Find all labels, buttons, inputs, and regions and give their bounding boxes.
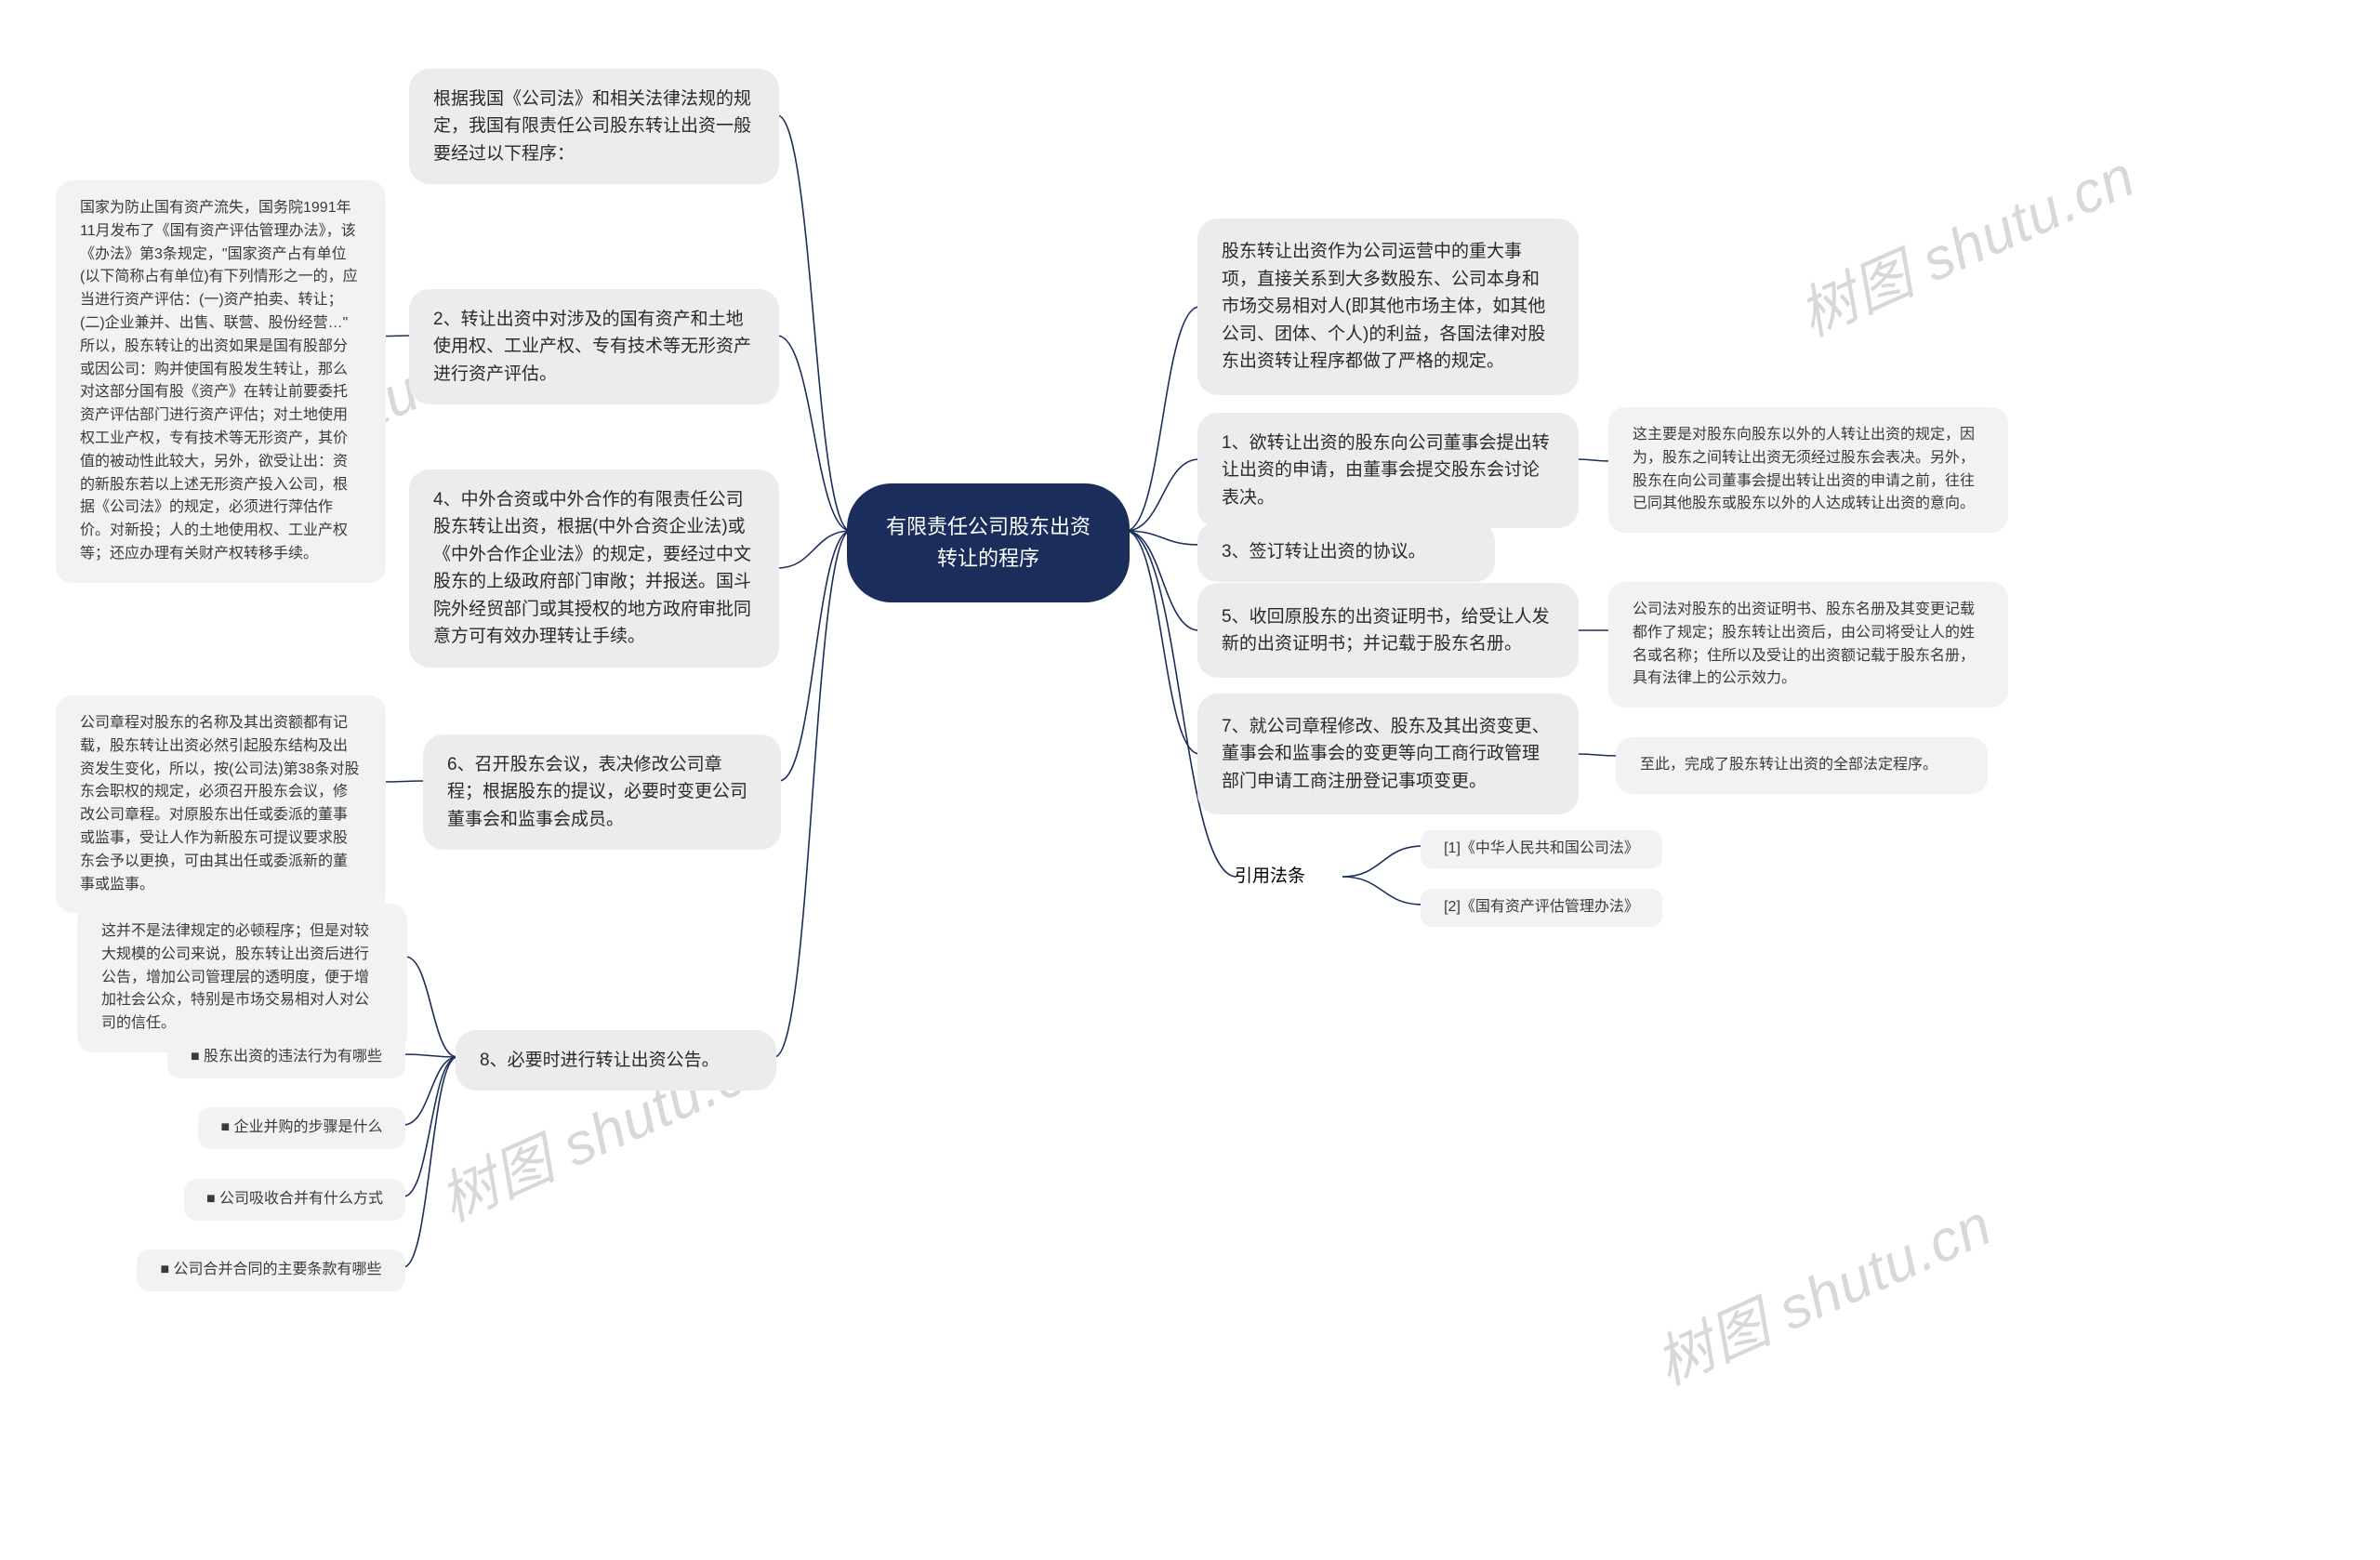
branch-node: 股东转让出资作为公司运营中的重大事项，直接关系到大多数股东、公司本身和市场交易相…	[1197, 218, 1579, 395]
branch-node: 7、就公司章程修改、股东及其出资变更、董事会和监事会的变更等向工商行政管理部门申…	[1197, 694, 1579, 814]
watermark: 树图 shutu.cn	[1640, 1178, 2003, 1400]
leaf-node: 这并不是法律规定的必顿程序；但是对较大规模的公司来说，股东转让出资后进行公告，增…	[77, 904, 407, 1052]
leaf-node: 公司章程对股东的名称及其出资额都有记载，股东转让出资必然引起股东结构及出资发生变…	[56, 695, 386, 913]
sub-bullet: ■ 公司合并合同的主要条款有哪些	[137, 1249, 405, 1291]
leaf-node: 至此，完成了股东转让出资的全部法定程序。	[1616, 737, 1988, 794]
mindmap-canvas: 树图 shutu.cn树图 shutu.cn树图 shutu.cn树图 shut…	[0, 0, 2380, 1560]
leaf-node: 国家为防止国有资产流失，国务院1991年11月发布了《国有资产评估管理办法》，该…	[56, 180, 386, 583]
branch-node: 引用法条	[1235, 859, 1346, 894]
branch-node: 5、收回原股东的出资证明书，给受让人发新的出资证明书；并记载于股东名册。	[1197, 583, 1579, 678]
sub-bullet: ■ 股东出资的违法行为有哪些	[167, 1037, 405, 1078]
law-reference: [1]《中华人民共和国公司法》	[1421, 830, 1662, 868]
law-reference: [2]《国有资产评估管理办法》	[1421, 889, 1662, 927]
root-node: 有限责任公司股东出资转让的程序	[847, 483, 1130, 602]
branch-node: 3、签订转让出资的协议。	[1197, 522, 1495, 582]
branch-node: 4、中外合资或中外合作的有限责任公司股东转让出资，根据(中外合资企业法)或《中外…	[409, 469, 779, 668]
sub-bullet: ■ 企业并购的步骤是什么	[198, 1107, 405, 1149]
watermark: 树图 shutu.cn	[1783, 129, 2146, 351]
leaf-node: 这主要是对股东向股东以外的人转让出资的规定，因为，股东之间转让出资无须经过股东会…	[1608, 407, 2008, 533]
sub-bullet: ■ 公司吸收合并有什么方式	[184, 1179, 405, 1221]
leaf-node: 公司法对股东的出资证明书、股东名册及其变更记载都作了规定；股东转让出资后，由公司…	[1608, 582, 2008, 707]
branch-node: 2、转让出资中对涉及的国有资产和土地使用权、工业产权、专有技术等无形资产进行资产…	[409, 289, 779, 404]
branch-node: 1、欲转让出资的股东向公司董事会提出转让出资的申请，由董事会提交股东会讨论表决。	[1197, 413, 1579, 528]
branch-node: 根据我国《公司法》和相关法律法规的规定，我国有限责任公司股东转让出资一般要经过以…	[409, 69, 779, 184]
branch-node: 8、必要时进行转让出资公告。	[456, 1030, 776, 1091]
branch-node: 6、召开股东会议，表决修改公司章程；根据股东的提议，必要时变更公司董事会和监事会…	[423, 734, 781, 850]
